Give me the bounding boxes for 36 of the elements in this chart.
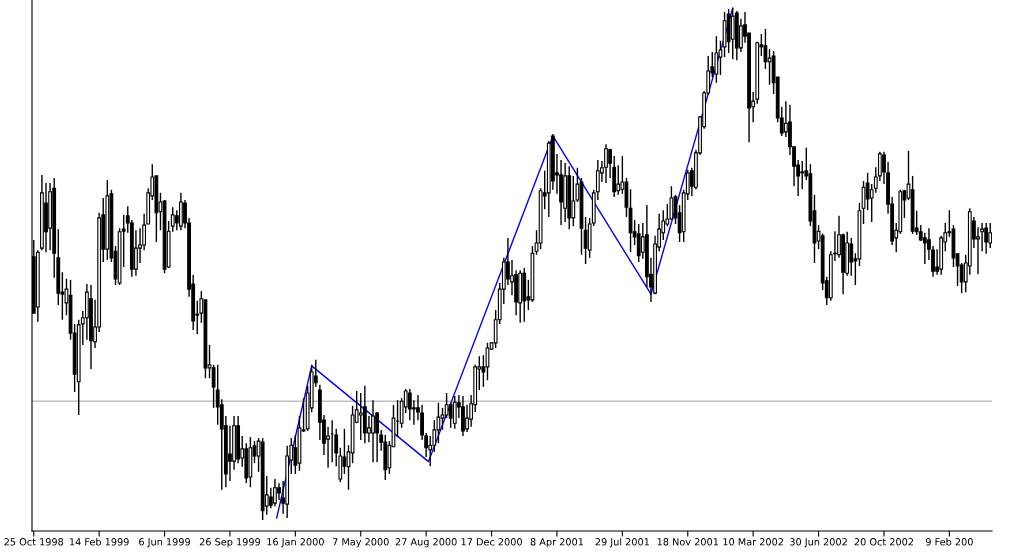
candlestick <box>444 392 449 419</box>
x-tick-label: 16 Jan 2000 <box>267 538 324 548</box>
x-tick-label: 29 Jul 2001 <box>595 537 649 548</box>
candlestick <box>849 237 854 277</box>
candlestick <box>636 223 641 263</box>
candlestick <box>273 478 277 507</box>
x-tick-label: 18 Nov 2001 <box>657 538 718 546</box>
candlestick <box>714 35 719 84</box>
candlestick <box>616 164 621 196</box>
candlestick <box>763 28 768 70</box>
candlestick <box>407 388 412 421</box>
x-tick-label: 25 Oct 1998 <box>4 538 64 546</box>
candlestick <box>452 395 457 430</box>
candlestick <box>358 392 363 441</box>
candlestick <box>571 175 576 227</box>
x-tick-label: 9 Feb 200 <box>925 537 973 546</box>
x-tick-label: 30 Jun 2002 <box>790 538 847 548</box>
candlestick <box>448 402 453 429</box>
x-tick-label: 10 Mar 2002 <box>723 538 784 546</box>
x-tick-label: 8 Apr 2001 <box>530 538 584 548</box>
candlestick <box>228 425 232 482</box>
candlestick <box>922 232 927 265</box>
candlestick <box>800 160 805 190</box>
candlestick <box>730 7 735 60</box>
candlestick <box>371 399 375 463</box>
x-tick-label: 6 Jun 1999 <box>139 538 191 548</box>
candlestick <box>984 222 989 255</box>
x-tick-label: 20 Oct 2002 <box>854 538 914 546</box>
x-tick-label: 27 Aug 2000 <box>395 538 457 548</box>
x-tick-label: 7 May 2000 <box>332 538 389 548</box>
x-tick-label: 17 Dec 2000 <box>461 538 522 546</box>
x-tick-label: 26 Sep 1999 <box>199 538 261 548</box>
candlestick <box>604 143 608 184</box>
x-tick-label: 14 Feb 1999 <box>69 537 129 546</box>
candlestick <box>767 48 772 86</box>
candlestick <box>583 216 588 265</box>
